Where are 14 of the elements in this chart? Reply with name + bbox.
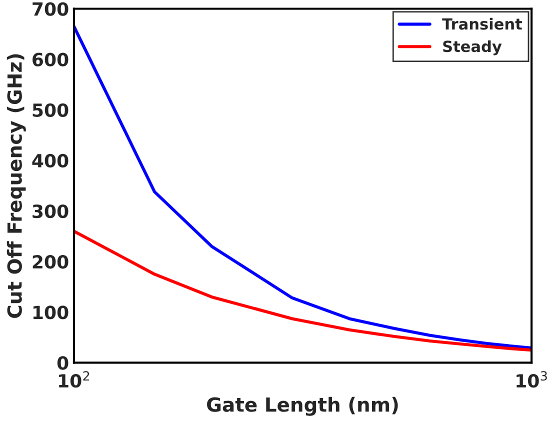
x-tick-label: 10$^{3}$ — [516, 371, 547, 388]
y-tick-label: 700 — [32, 2, 68, 16]
y-tick-label: 300 — [32, 204, 68, 218]
x-tick-label: 10$^{2}$ — [59, 371, 90, 388]
y-tick-label: 600 — [32, 52, 68, 66]
y-tick-label: 400 — [32, 154, 68, 168]
y-tick-label: 100 — [33, 306, 68, 320]
legend-label: Steady — [443, 40, 502, 56]
y-axis-title: Cut Off Frequency (GHz) — [6, 54, 26, 318]
y-tick-label: 200 — [32, 255, 68, 269]
y-tick-label: 0 — [57, 356, 68, 370]
y-tick-label: 500 — [32, 103, 68, 117]
legend-label: Transient — [442, 18, 522, 30]
x-axis-title: Gate Length (nm) — [207, 396, 398, 416]
